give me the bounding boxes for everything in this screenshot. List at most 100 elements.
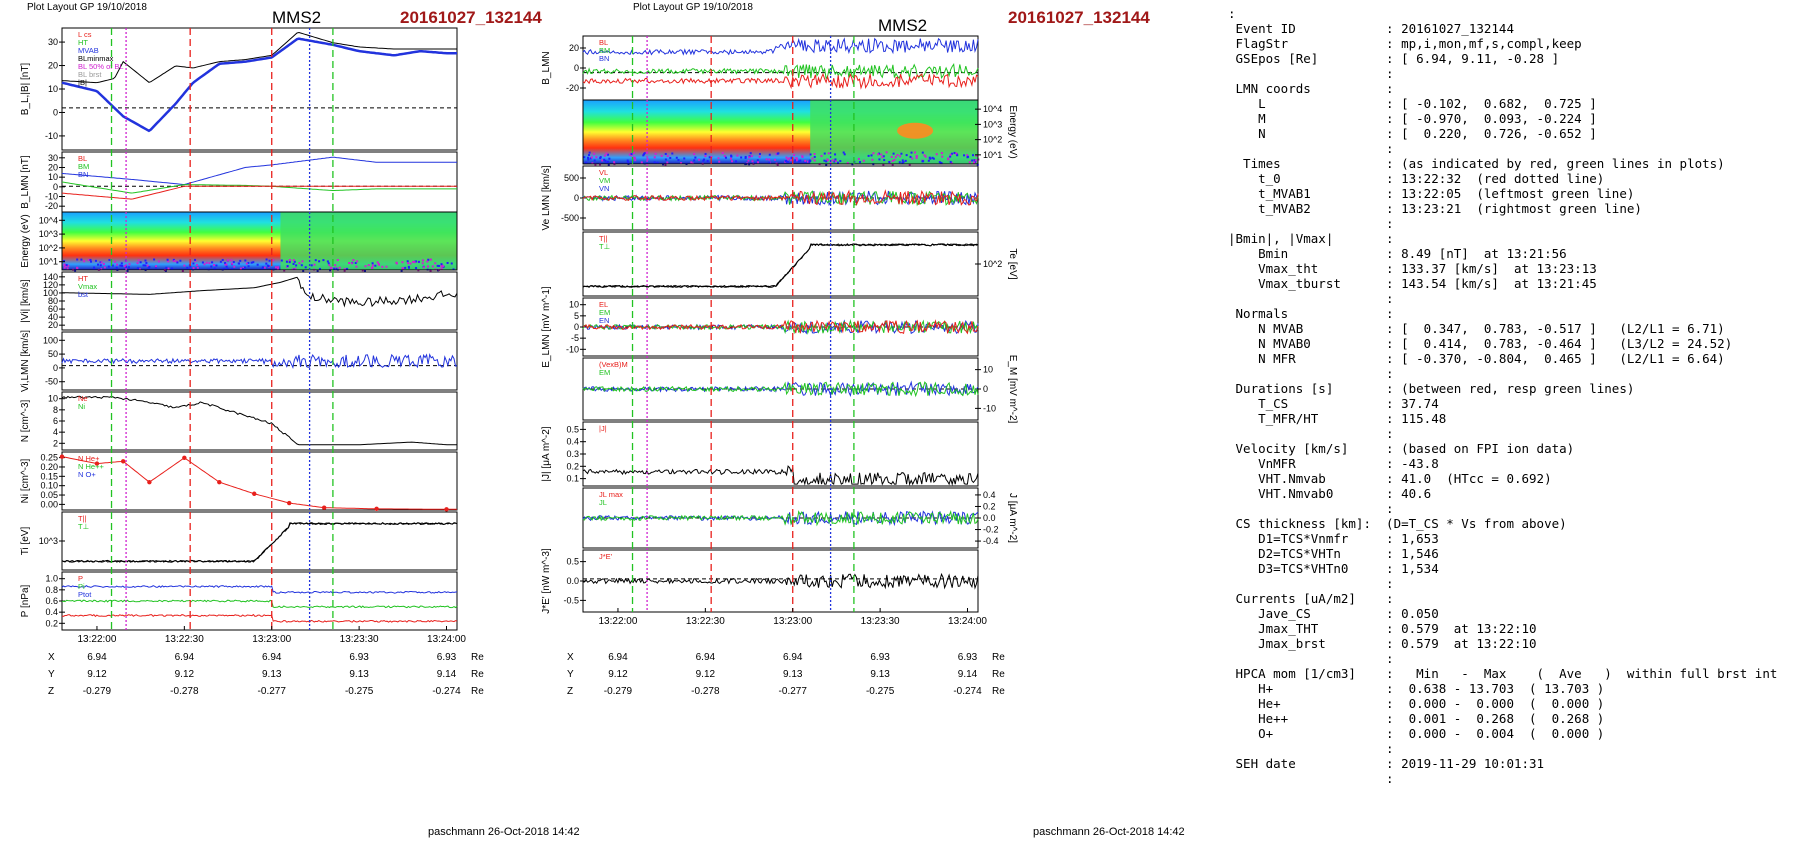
spectrogram-noise [224, 262, 227, 265]
legend-entry: JL max [599, 490, 623, 499]
y-tick-label: 0.25 [40, 453, 58, 463]
spectrogram-noise [166, 258, 169, 261]
spectrogram-noise [883, 159, 886, 162]
spectrogram-noise [144, 264, 147, 267]
spectrogram-noise [975, 154, 978, 157]
summary-line: Jmax_THT : 0.579 at 13:22:10 [1258, 621, 1537, 636]
spectrogram-noise [103, 266, 106, 269]
spectrogram-noise [605, 152, 608, 155]
spectrogram-noise [146, 264, 149, 267]
spectrogram-noise [593, 159, 596, 162]
summary-line: N MVAB : [ 0.347, 0.783, -0.517 ] (L2/L1… [1258, 321, 1725, 336]
right-Te-trace [582, 243, 979, 288]
spectrogram-noise [221, 258, 224, 261]
position-value: -0.277 [779, 686, 808, 697]
spectrogram-noise [599, 156, 602, 159]
spectrogram-noise [796, 159, 799, 162]
spectrogram-noise [87, 258, 90, 261]
spectrogram-noise [603, 158, 606, 161]
spectrogram-noise [181, 269, 184, 272]
right-spacecraft-label: MMS2 [878, 16, 928, 35]
y-axis-label: Ni [cm^-3] [20, 458, 31, 503]
spectrogram-noise [950, 162, 953, 165]
spectrogram-noise [654, 152, 657, 155]
spectrogram-noise [921, 151, 924, 154]
spectrogram-noise [335, 267, 338, 270]
spectrogram-noise [660, 154, 663, 157]
spectrogram-noise [196, 266, 199, 269]
left-B-panel [59, 27, 458, 151]
legend-entry: Ne [78, 394, 88, 403]
y-tick-label: 10^2 [983, 135, 1002, 145]
y-tick-label: 0 [574, 322, 579, 332]
spectrogram-noise [127, 266, 130, 269]
spectrogram-noise [941, 155, 944, 158]
spectrogram-noise [583, 156, 586, 159]
summary-line: VHT.Nmvab : 41.0 (HTcc = 0.692) [1258, 471, 1552, 486]
summary-line: : [1228, 771, 1394, 786]
spectrogram-noise [729, 157, 732, 160]
spectrogram-noise [63, 263, 66, 266]
spectrogram-noise [642, 154, 645, 157]
left-N-panel [59, 391, 458, 451]
spectrogram-noise [683, 157, 686, 160]
spectrogram-noise [196, 264, 199, 267]
spectrogram-noise [894, 155, 897, 158]
spectrogram-noise [136, 267, 139, 270]
spectrogram-noise [352, 259, 355, 262]
spectrogram-noise [973, 161, 976, 164]
position-value: 9.13 [349, 669, 369, 680]
spectrogram-noise [210, 265, 213, 268]
spectrogram-noise [929, 157, 932, 160]
spectrogram-noise [703, 158, 706, 161]
y-tick-label: -20 [45, 201, 58, 211]
legend-entry: BL brst [78, 70, 102, 79]
left-BLMN-series-BL [61, 156, 457, 186]
spectrogram-noise [833, 160, 836, 163]
y-tick-label: 500 [564, 173, 579, 183]
spectrogram-noise [334, 264, 337, 267]
spectrogram-noise [938, 161, 941, 164]
spectrogram-noise [111, 264, 114, 267]
spectrogram-noise [63, 259, 66, 262]
summary-line: t_MVAB1 : 13:22:05 (leftmost green line) [1258, 186, 1635, 201]
spectrogram-noise [123, 265, 126, 268]
spectrogram-noise [940, 152, 943, 155]
time-tick-label: 13:23:00 [773, 616, 812, 627]
spectrogram-noise [899, 155, 902, 158]
spectrogram-noise [664, 152, 667, 155]
spectrogram-noise [774, 158, 777, 161]
spectrogram-noise [322, 259, 325, 262]
spectrogram-noise [949, 160, 952, 163]
spectrogram-noise [640, 161, 643, 164]
hpca-marker [182, 455, 187, 460]
spectrogram-noise [786, 158, 789, 161]
spectrogram-noise [239, 259, 242, 262]
spectrogram-noise [292, 263, 295, 266]
summary-line: HPCA mom [1/cm3] : Min - Max ( Ave ) wit… [1235, 666, 1778, 681]
position-value: 9.12 [608, 669, 628, 680]
hpca-marker [59, 454, 65, 459]
spectrogram-noise [314, 259, 317, 262]
spectrogram-noise [409, 262, 412, 265]
spectrogram-noise [440, 267, 443, 270]
spectrogram-noise [395, 261, 398, 264]
y-tick-label: 80 [48, 296, 58, 306]
spectrogram-noise [381, 265, 384, 268]
y-tick-label: 40 [48, 312, 58, 322]
y-tick-label: 20 [48, 320, 58, 330]
spectrogram-noise [330, 266, 333, 269]
legend-entry: T|| [599, 234, 608, 243]
spectrogram-noise [265, 258, 268, 261]
legend-entry: L cs [78, 30, 92, 39]
spectrogram-noise [415, 267, 418, 270]
y-tick-label: 10^1 [983, 150, 1002, 160]
y-tick-label: 10 [48, 172, 58, 182]
spectrogram-noise [902, 161, 905, 164]
position-row-label: X [48, 652, 55, 663]
spectrogram-noise [65, 264, 68, 267]
legend-entry: BL [599, 38, 608, 47]
spectrogram-noise [898, 161, 901, 164]
spectrogram-noise [298, 262, 301, 265]
spectrogram-noise [823, 152, 826, 155]
